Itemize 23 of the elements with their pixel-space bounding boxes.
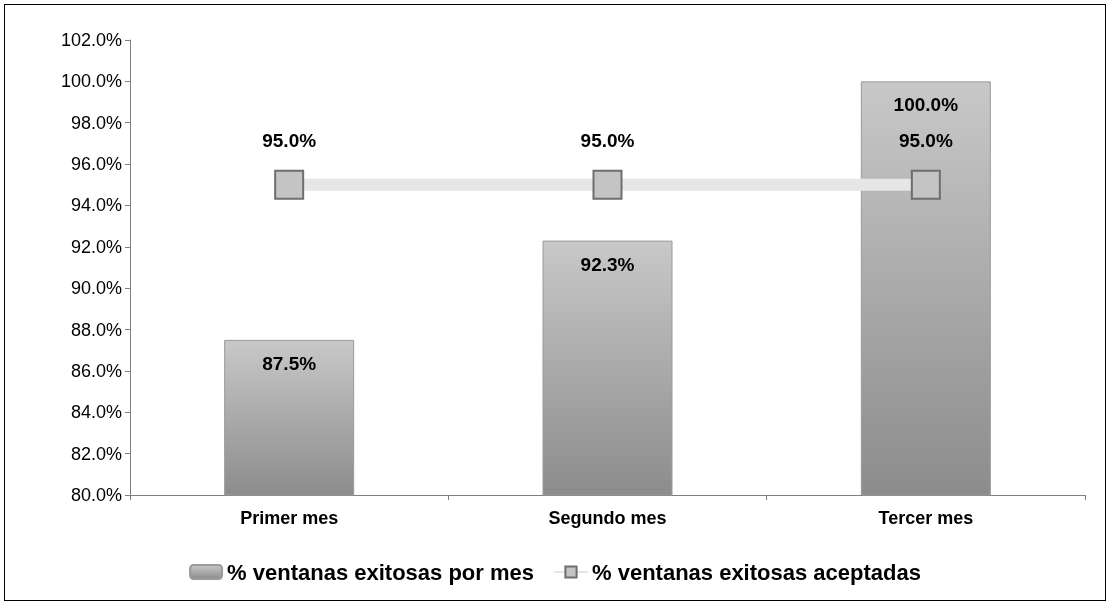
x-tick-label: Primer mes	[240, 508, 339, 528]
y-tick-label: 102.0%	[60, 30, 122, 50]
y-tick-label: 82.0%	[70, 443, 122, 464]
data-label: 92.3%	[580, 253, 635, 275]
legend-label: % ventanas exitosas por mes	[227, 559, 534, 585]
data-label: 95.0%	[898, 129, 953, 151]
y-tick-label: 92.0%	[70, 236, 122, 257]
data-label: 95.0%	[262, 129, 317, 151]
y-tick-label: 88.0%	[70, 319, 122, 340]
x-tick-label: Tercer mes	[878, 508, 974, 528]
y-tick-label: 86.0%	[70, 360, 122, 381]
data-label: 87.5%	[262, 352, 317, 374]
data-label: 100.0%	[893, 94, 959, 116]
legend-label: % ventanas exitosas aceptadas	[591, 559, 921, 585]
x-tick-label: Segundo mes	[548, 508, 667, 528]
y-tick-label: 90.0%	[70, 278, 122, 299]
y-tick-label: 84.0%	[70, 402, 122, 423]
y-tick-label: 100.0%	[60, 71, 122, 92]
y-tick-label: 98.0%	[70, 112, 122, 133]
y-tick-label: 96.0%	[70, 154, 122, 175]
y-tick-label: 94.0%	[70, 195, 122, 216]
y-tick-label: 80.0%	[70, 485, 122, 505]
data-label: 95.0%	[580, 129, 635, 151]
